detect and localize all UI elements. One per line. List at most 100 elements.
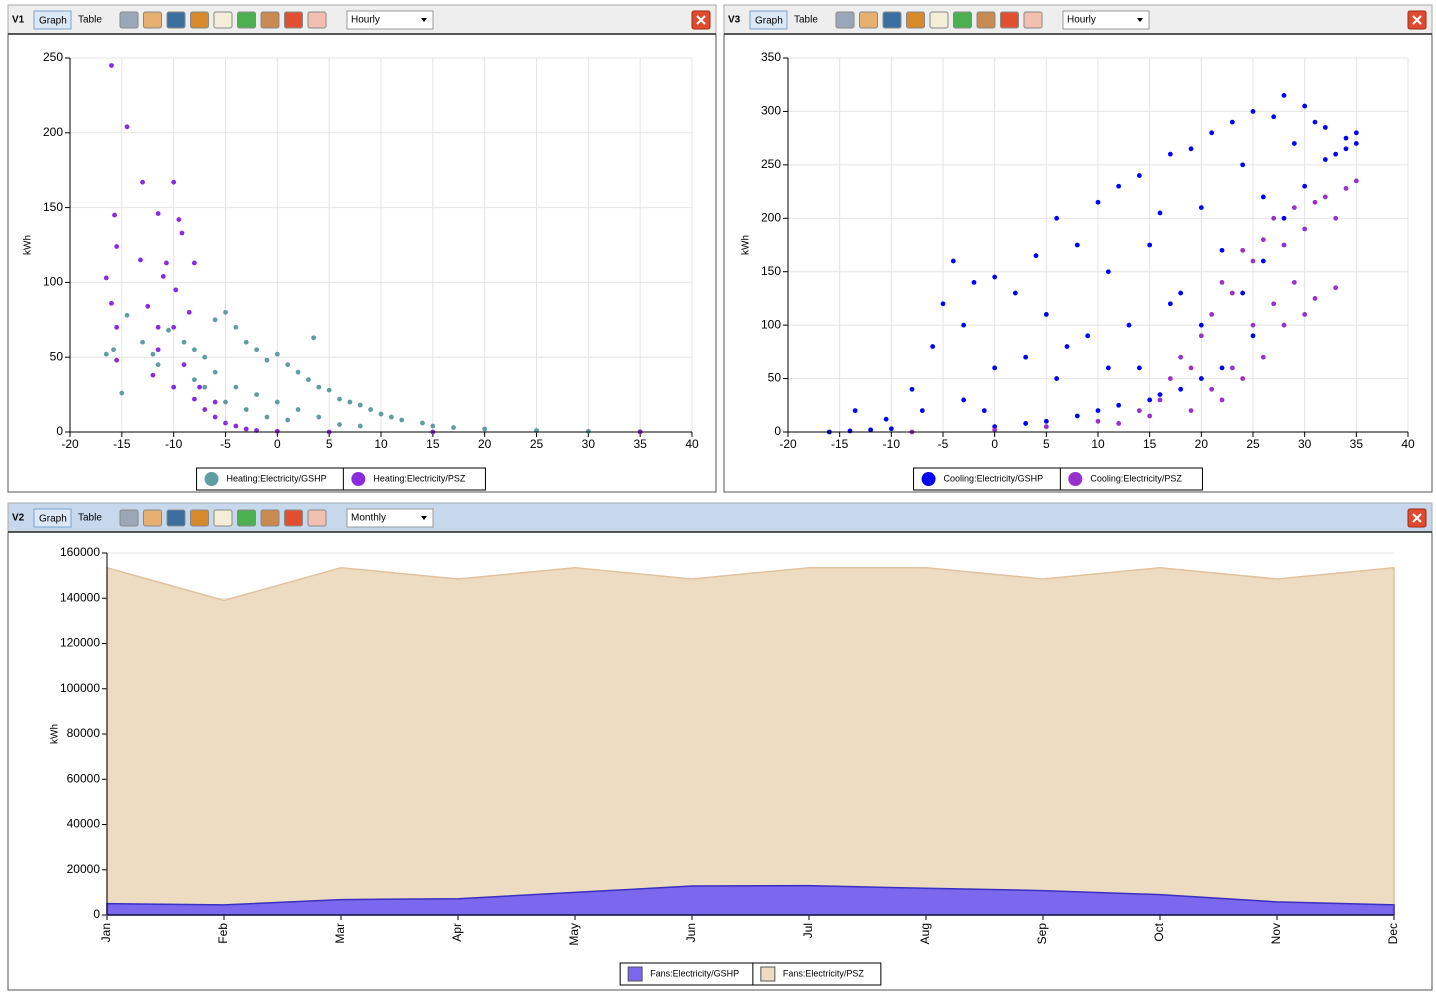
point (1302, 103, 1308, 109)
graph-tab[interactable] (749, 10, 788, 30)
x-tick-label: Dec (1386, 923, 1400, 944)
point (111, 347, 116, 353)
toolbar-icon[interactable] (284, 11, 303, 29)
y-tick-label: 0 (93, 907, 100, 921)
toolbar-icon[interactable] (859, 11, 878, 29)
point (585, 428, 591, 434)
x-tick-label: 25 (1246, 437, 1260, 451)
dropdown-arrow (421, 18, 427, 22)
point (306, 377, 311, 383)
y-tick-label: 150 (43, 200, 63, 214)
x-tick-label: 15 (426, 437, 440, 451)
close-icon (696, 15, 706, 25)
point (971, 280, 977, 285)
toolbar-icon[interactable] (953, 11, 972, 29)
point (150, 351, 156, 357)
interval-value[interactable]: Monthly (351, 513, 386, 524)
point (1105, 269, 1111, 275)
graph-tab-label[interactable]: Graph (39, 16, 67, 27)
toolbar-icon[interactable] (143, 509, 162, 527)
toolbar-icon[interactable] (237, 509, 256, 527)
toolbar-icon[interactable] (166, 11, 186, 29)
toolbar-icon[interactable] (284, 509, 303, 527)
point (223, 399, 228, 405)
point (1188, 408, 1194, 414)
x-tick-label: -20 (61, 437, 79, 451)
graph-tab[interactable] (33, 508, 72, 528)
y-tick-label: 60000 (67, 771, 101, 785)
toolbar-icon[interactable] (1000, 11, 1019, 29)
graph-tab[interactable] (33, 10, 72, 30)
y-tick-label: 50 (768, 371, 782, 385)
y-axis-label: kWh (50, 724, 61, 744)
toolbar-icon[interactable] (307, 509, 327, 527)
interval-dropdown[interactable] (1062, 10, 1150, 30)
point (1198, 322, 1204, 328)
y-tick-label: 120000 (60, 636, 100, 650)
interval-value[interactable]: Hourly (1067, 15, 1096, 26)
point (1105, 365, 1111, 371)
toolbar-icon[interactable] (190, 11, 209, 29)
point (357, 423, 363, 429)
point (140, 339, 145, 345)
point (233, 324, 239, 330)
toolbar-icon[interactable] (906, 11, 925, 29)
point (1229, 119, 1235, 125)
toolbar-icon[interactable] (929, 11, 949, 29)
graph-tab-label[interactable]: Graph (755, 16, 783, 27)
point (1198, 333, 1204, 339)
table-tab-label[interactable]: Table (78, 15, 102, 26)
interval-dropdown[interactable] (346, 10, 434, 30)
table-tab-label[interactable]: Table (78, 513, 102, 524)
point (254, 392, 259, 397)
point (961, 397, 967, 403)
toolbar-icon[interactable] (213, 509, 233, 527)
point (1167, 151, 1173, 157)
point (1281, 322, 1287, 328)
interval-dropdown[interactable] (346, 508, 434, 528)
graph-tab-label[interactable]: Graph (39, 514, 67, 525)
legend-marker (921, 472, 936, 486)
dropdown-arrow (421, 516, 427, 520)
point (274, 399, 280, 405)
x-tick-label: 30 (582, 437, 596, 451)
interval-value[interactable]: Hourly (351, 15, 380, 26)
point (1312, 296, 1318, 301)
point (1240, 162, 1246, 168)
toolbar-icon[interactable] (976, 11, 996, 29)
toolbar-icon[interactable] (213, 11, 233, 29)
toolbar-icon[interactable] (119, 11, 139, 29)
table-tab-label[interactable]: Table (794, 15, 818, 26)
point (103, 275, 109, 281)
point (992, 365, 998, 371)
toolbar-icon[interactable] (143, 11, 162, 29)
point (883, 416, 889, 422)
point (150, 372, 156, 378)
x-tick-label: Jun (684, 923, 698, 942)
toolbar-icon[interactable] (190, 509, 209, 527)
y-tick-label: 140000 (60, 590, 100, 604)
toolbar-icon[interactable] (1023, 11, 1043, 29)
point (124, 124, 130, 130)
point (1136, 408, 1142, 414)
x-tick-label: 35 (633, 437, 647, 451)
point (1281, 93, 1287, 98)
toolbar-icon[interactable] (260, 11, 280, 29)
point (992, 274, 998, 280)
point (430, 423, 436, 429)
point (1178, 354, 1184, 360)
toolbar-icon[interactable] (166, 509, 186, 527)
point (114, 357, 120, 363)
y-tick-label: 350 (761, 50, 781, 64)
point (961, 322, 967, 328)
toolbar-icon[interactable] (119, 509, 139, 527)
toolbar-icon[interactable] (882, 11, 902, 29)
point (264, 414, 270, 420)
toolbar-icon[interactable] (835, 11, 855, 29)
point (114, 324, 120, 330)
toolbar-icon[interactable] (307, 11, 327, 29)
point (1229, 290, 1235, 296)
toolbar-icon[interactable] (237, 11, 256, 29)
y-tick-label: 200 (43, 125, 63, 139)
toolbar-icon[interactable] (260, 509, 280, 527)
